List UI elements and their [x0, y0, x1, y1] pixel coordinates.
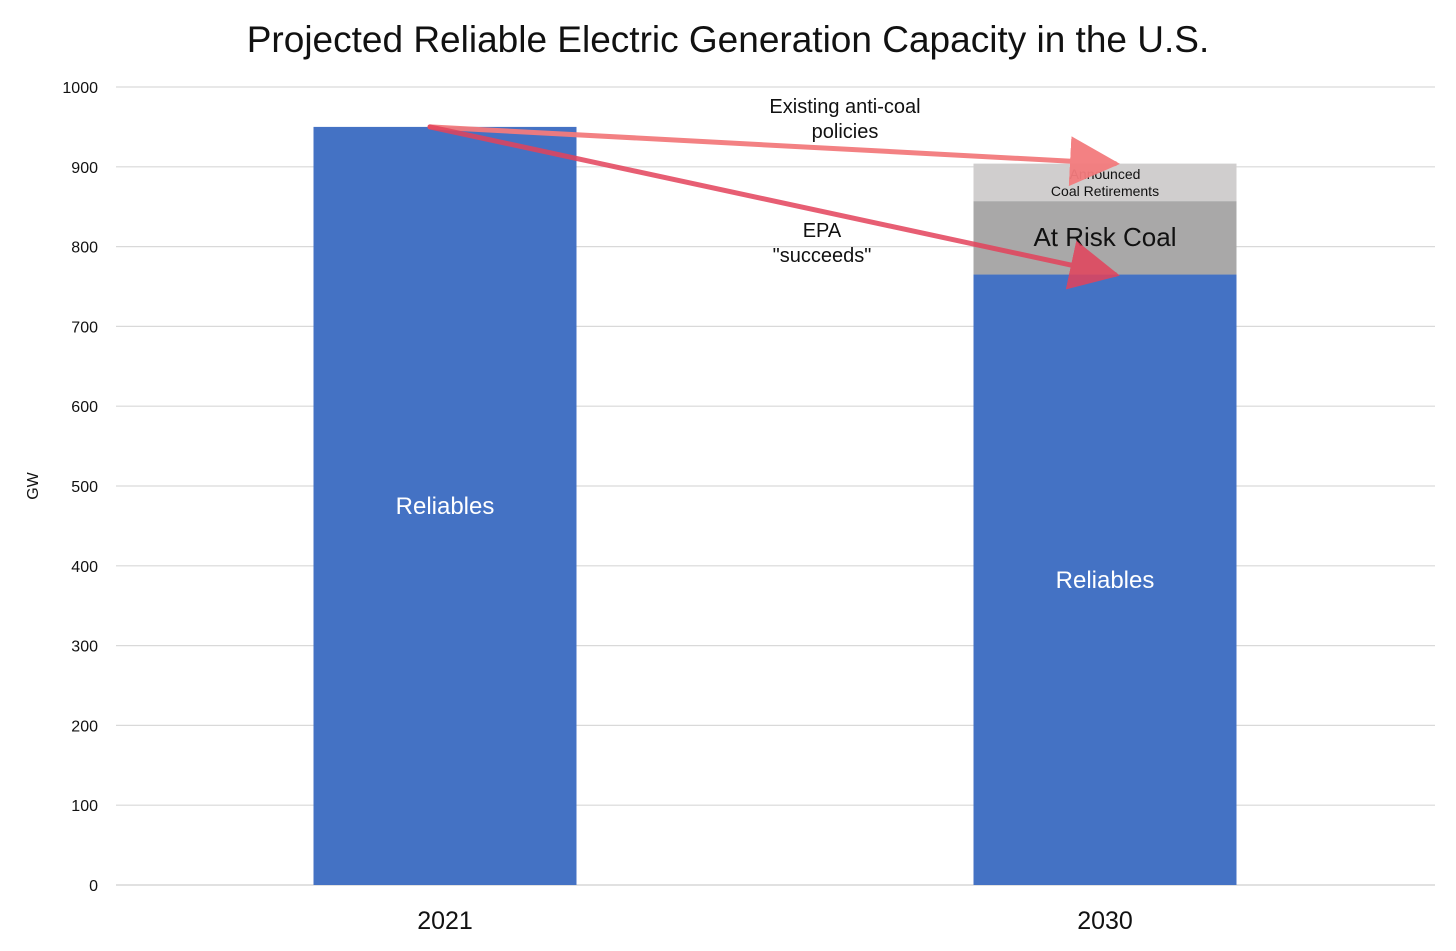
y-tick-label-4: 400 [71, 559, 98, 576]
y-tick-label-7: 700 [71, 319, 98, 336]
bar-label-line-0-0: Reliables [396, 493, 495, 520]
bar-label-1: Reliables [1056, 567, 1155, 594]
chart-title: Projected Reliable Electric Generation C… [247, 19, 1209, 60]
x-category-label-1: 2030 [1077, 907, 1133, 935]
y-tick-label-9: 900 [71, 160, 98, 177]
y-tick-label-1: 100 [71, 798, 98, 815]
plot-area: 0 100 200 300 400 500 600 700 800 900 1000 2021 2030… [62, 80, 1435, 935]
annotation-line-0-0: Existing anti-coal [769, 96, 920, 118]
annotation-0: Existing anti-coal policies [769, 96, 920, 143]
annotation-line-0-1: policies [812, 121, 879, 143]
y-tick-label-6: 600 [71, 399, 98, 416]
bar-label-line-3-0: Announced [1070, 166, 1141, 182]
y-axis-label: GW [25, 471, 42, 499]
annotation-line-1-1: "succeeds" [773, 245, 872, 267]
bar-label-2: At Risk Coal [1033, 222, 1176, 252]
y-tick-label-5: 500 [71, 479, 98, 496]
bar-2030-reliables [973, 274, 1237, 885]
bar-label-0: Reliables [396, 493, 495, 520]
arrow-1 [427, 124, 1120, 290]
y-tick-label-2: 200 [71, 718, 98, 735]
y-tick-label-0: 0 [89, 878, 98, 895]
y-tick-label-10: 1000 [62, 80, 98, 97]
bar-2021-reliables [313, 126, 577, 885]
arrow-0 [427, 124, 1120, 187]
annotation-1: EPA "succeeds" [773, 220, 872, 267]
annotation-line-1-0: EPA [803, 220, 842, 242]
bar-label-line-2-0: At Risk Coal [1033, 222, 1176, 252]
y-tick-label-3: 300 [71, 639, 98, 656]
bar-label-line-3-1: Coal Retirements [1051, 183, 1159, 199]
bar-label-line-1-0: Reliables [1056, 567, 1155, 594]
x-category-label-0: 2021 [417, 907, 473, 935]
y-tick-label-8: 800 [71, 240, 98, 257]
